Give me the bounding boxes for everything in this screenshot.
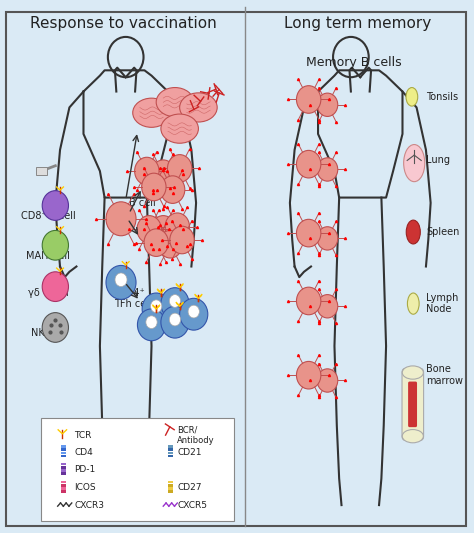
Ellipse shape xyxy=(408,293,419,314)
Circle shape xyxy=(170,226,194,254)
Bar xyxy=(168,490,173,493)
Circle shape xyxy=(115,273,127,287)
Ellipse shape xyxy=(404,144,425,182)
Bar xyxy=(168,448,173,451)
Circle shape xyxy=(42,313,68,342)
Circle shape xyxy=(296,361,321,389)
Text: CD21: CD21 xyxy=(177,448,202,457)
Circle shape xyxy=(151,216,175,243)
Bar xyxy=(168,445,173,448)
Ellipse shape xyxy=(406,87,418,106)
Text: CD8⁺ T cell: CD8⁺ T cell xyxy=(21,211,76,221)
Ellipse shape xyxy=(402,430,423,443)
Bar xyxy=(61,487,66,490)
Text: Response to vaccination: Response to vaccination xyxy=(30,16,217,31)
Circle shape xyxy=(296,219,321,247)
Circle shape xyxy=(135,157,159,185)
Text: TCR: TCR xyxy=(74,431,91,440)
Text: Tonsils: Tonsils xyxy=(426,92,458,102)
Circle shape xyxy=(151,300,162,313)
Bar xyxy=(168,481,173,483)
Text: Memory B cells: Memory B cells xyxy=(306,56,402,69)
Text: CXCR5: CXCR5 xyxy=(177,500,207,510)
Circle shape xyxy=(42,191,68,220)
Circle shape xyxy=(146,316,157,328)
Circle shape xyxy=(151,160,175,188)
Circle shape xyxy=(188,305,200,318)
Ellipse shape xyxy=(161,114,199,143)
Bar xyxy=(61,490,66,493)
Text: Lymph
Node: Lymph Node xyxy=(426,293,458,314)
Circle shape xyxy=(296,150,321,178)
Bar xyxy=(36,167,47,175)
Text: Bone
marrow: Bone marrow xyxy=(426,365,463,386)
Circle shape xyxy=(167,155,192,182)
Circle shape xyxy=(42,272,68,302)
Circle shape xyxy=(158,230,182,258)
Circle shape xyxy=(142,173,166,201)
Circle shape xyxy=(317,227,338,250)
Circle shape xyxy=(180,298,208,330)
Text: γδ T cell: γδ T cell xyxy=(28,288,69,298)
Circle shape xyxy=(165,213,190,240)
FancyBboxPatch shape xyxy=(402,368,424,440)
Bar xyxy=(61,445,66,448)
Text: CD4: CD4 xyxy=(74,448,93,457)
Bar xyxy=(168,484,173,487)
FancyBboxPatch shape xyxy=(408,382,417,427)
Circle shape xyxy=(296,86,321,114)
Text: CD4⁺
TFh cell: CD4⁺ TFh cell xyxy=(114,287,152,309)
Ellipse shape xyxy=(156,87,194,117)
Circle shape xyxy=(144,229,168,256)
Circle shape xyxy=(169,313,181,326)
Text: Spleen: Spleen xyxy=(426,227,459,237)
Ellipse shape xyxy=(402,366,423,379)
Text: CXCR3: CXCR3 xyxy=(74,500,104,510)
Circle shape xyxy=(161,288,189,319)
Circle shape xyxy=(296,287,321,315)
Circle shape xyxy=(106,202,136,236)
Text: B cell: B cell xyxy=(129,198,155,208)
FancyBboxPatch shape xyxy=(41,418,234,521)
Circle shape xyxy=(317,93,338,116)
Text: NK cell: NK cell xyxy=(31,328,65,338)
Circle shape xyxy=(161,306,189,338)
Bar xyxy=(61,472,66,475)
Circle shape xyxy=(137,309,165,341)
Circle shape xyxy=(42,230,68,260)
Ellipse shape xyxy=(406,220,420,244)
Bar xyxy=(61,469,66,472)
Circle shape xyxy=(137,216,161,243)
Bar xyxy=(61,481,66,483)
Text: Long term memory: Long term memory xyxy=(284,16,431,31)
Bar xyxy=(61,448,66,451)
Bar xyxy=(61,466,66,469)
Circle shape xyxy=(160,176,185,204)
Ellipse shape xyxy=(180,93,217,122)
Bar xyxy=(61,455,66,457)
Bar xyxy=(61,484,66,487)
Text: MAIT cell: MAIT cell xyxy=(27,251,70,261)
Ellipse shape xyxy=(133,98,170,127)
Bar xyxy=(168,487,173,490)
Bar xyxy=(61,463,66,465)
Circle shape xyxy=(169,295,181,308)
Circle shape xyxy=(317,369,338,392)
Text: Lung: Lung xyxy=(426,156,450,165)
Text: BCR/
Antibody: BCR/ Antibody xyxy=(177,425,215,445)
Bar xyxy=(168,451,173,454)
Bar xyxy=(61,451,66,454)
Circle shape xyxy=(317,158,338,181)
Circle shape xyxy=(142,293,170,325)
Circle shape xyxy=(317,295,338,318)
Text: ICOS: ICOS xyxy=(74,483,96,492)
Text: PD-1: PD-1 xyxy=(74,465,95,473)
Circle shape xyxy=(106,265,136,300)
Text: CD27: CD27 xyxy=(177,483,202,492)
Bar xyxy=(168,455,173,457)
Text: B cell: B cell xyxy=(145,191,169,200)
